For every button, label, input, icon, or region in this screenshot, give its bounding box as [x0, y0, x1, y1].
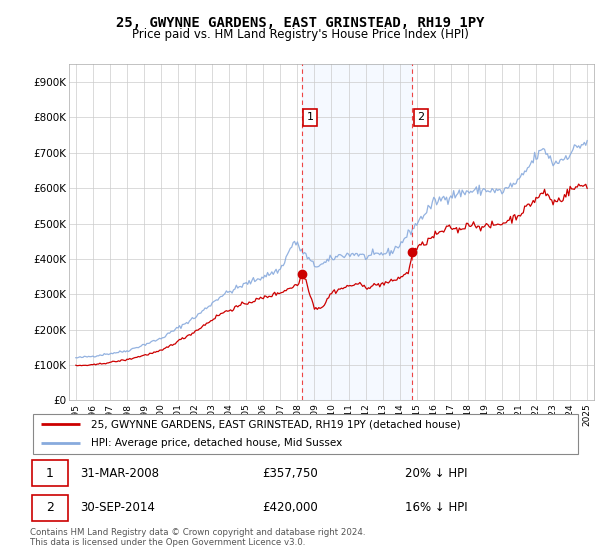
FancyBboxPatch shape	[32, 495, 68, 521]
Text: £357,750: £357,750	[262, 467, 317, 480]
Text: 2: 2	[418, 113, 425, 123]
Bar	[578, 64, 594, 400]
Text: Contains HM Land Registry data © Crown copyright and database right 2024.
This d: Contains HM Land Registry data © Crown c…	[30, 528, 365, 547]
FancyBboxPatch shape	[33, 413, 578, 454]
Text: 1: 1	[46, 467, 53, 480]
Text: £420,000: £420,000	[262, 501, 317, 514]
Text: 31-MAR-2008: 31-MAR-2008	[80, 467, 158, 480]
Text: 20% ↓ HPI: 20% ↓ HPI	[406, 467, 468, 480]
Text: Price paid vs. HM Land Registry's House Price Index (HPI): Price paid vs. HM Land Registry's House …	[131, 28, 469, 41]
Text: 25, GWYNNE GARDENS, EAST GRINSTEAD, RH19 1PY (detached house): 25, GWYNNE GARDENS, EAST GRINSTEAD, RH19…	[91, 419, 460, 430]
FancyBboxPatch shape	[32, 460, 68, 486]
Text: HPI: Average price, detached house, Mid Sussex: HPI: Average price, detached house, Mid …	[91, 438, 342, 448]
Text: 1: 1	[307, 113, 314, 123]
Bar	[302, 64, 412, 400]
Text: 30-SEP-2014: 30-SEP-2014	[80, 501, 155, 514]
Text: 25, GWYNNE GARDENS, EAST GRINSTEAD, RH19 1PY: 25, GWYNNE GARDENS, EAST GRINSTEAD, RH19…	[116, 16, 484, 30]
Text: 2: 2	[46, 501, 53, 514]
Text: 16% ↓ HPI: 16% ↓ HPI	[406, 501, 468, 514]
